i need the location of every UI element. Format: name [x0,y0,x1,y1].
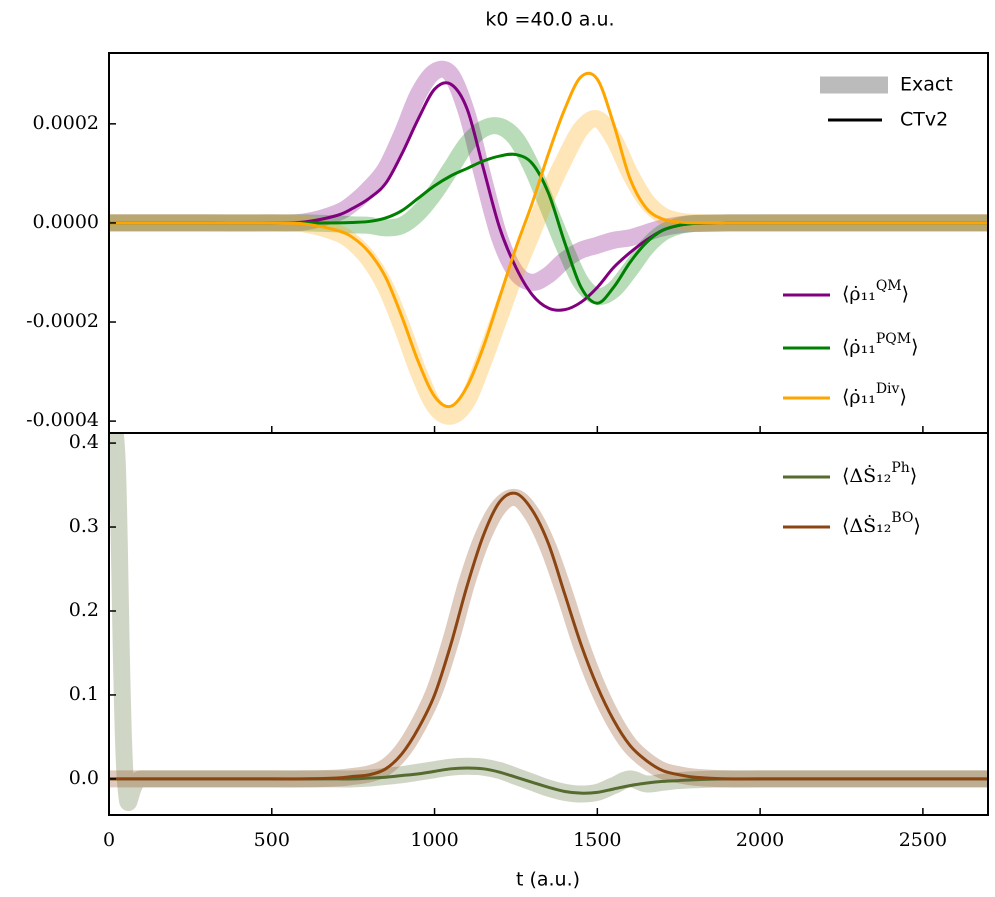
legend-label: ⟨ΔṠ₁₂BO⟩ [842,510,921,537]
x-tick-label: 1500 [573,829,621,851]
legend-label: CTv2 [900,109,948,131]
legend-label: ⟨ρ̇₁₁QM⟩ [842,278,909,305]
x-axis-label: t (a.u.) [516,869,580,891]
plot-area [109,60,988,425]
x-tick-label: 0 [103,829,115,851]
legend-label: ⟨ΔṠ₁₂Ph⟩ [842,460,917,487]
x-tick-label: 500 [254,829,290,851]
line [109,71,988,409]
y-tick-label: 0.0002 [33,112,99,134]
exact-band [109,488,988,788]
y-tick-label: 0.0000 [33,211,99,233]
chart-title: k0 =40.0 a.u. [485,9,614,31]
legend-label: Exact [900,74,953,96]
line [109,491,988,781]
plot-area [109,433,988,811]
x-tick-label: 2000 [736,829,784,851]
y-tick-label: 0.2 [69,599,99,621]
y-tick-label: -0.0004 [26,409,99,431]
y-tick-label: 0.0 [69,767,99,789]
axes-frame [108,52,989,434]
y-tick-label: 0.4 [69,431,99,453]
y-tick-label: 0.1 [69,683,99,705]
legend-label: ⟨ρ̇₁₁PQM⟩ [842,331,918,358]
legend-label: ⟨ρ̇₁₁Div⟩ [842,381,907,408]
axes-frame [108,432,989,816]
y-tick-label: -0.0002 [26,310,99,332]
x-tick-label: 2500 [899,829,947,851]
y-tick-label: 0.3 [69,515,99,537]
x-tick-label: 1000 [410,829,458,851]
